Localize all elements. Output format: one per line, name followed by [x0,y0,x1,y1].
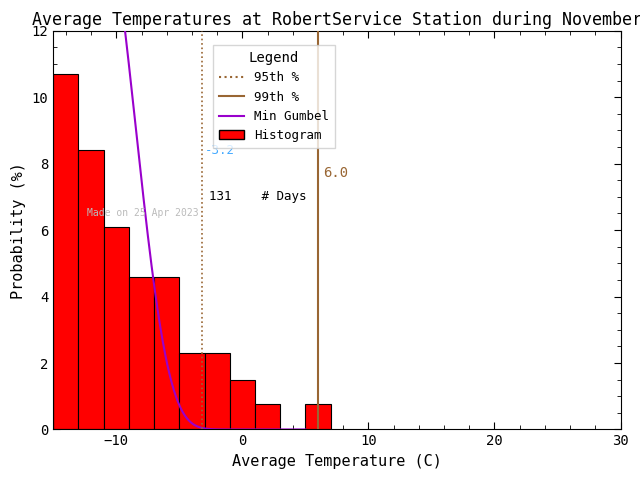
Bar [53,74,79,430]
X-axis label: Average Temperature (C): Average Temperature (C) [232,454,442,469]
Text: -3.2: -3.2 [205,144,234,157]
Bar [179,353,205,430]
Text: Made on 25 Apr 2023: Made on 25 Apr 2023 [87,208,199,218]
Legend: 95th %, 99th %, Min Gumbel, Histogram: 95th %, 99th %, Min Gumbel, Histogram [212,45,335,148]
Y-axis label: Probability (%): Probability (%) [11,162,26,299]
Bar [154,276,179,430]
Bar [230,380,255,430]
Bar [104,227,129,430]
Bar [255,404,280,430]
Bar [305,404,331,430]
Bar [41,330,53,430]
Bar [79,150,104,430]
Bar [205,353,230,430]
Bar [129,276,154,430]
Text: 6.0: 6.0 [323,166,348,180]
Title: Average Temperatures at RobertService Station during November: Average Temperatures at RobertService St… [32,11,640,29]
Text: 131    # Days: 131 # Days [209,190,307,203]
